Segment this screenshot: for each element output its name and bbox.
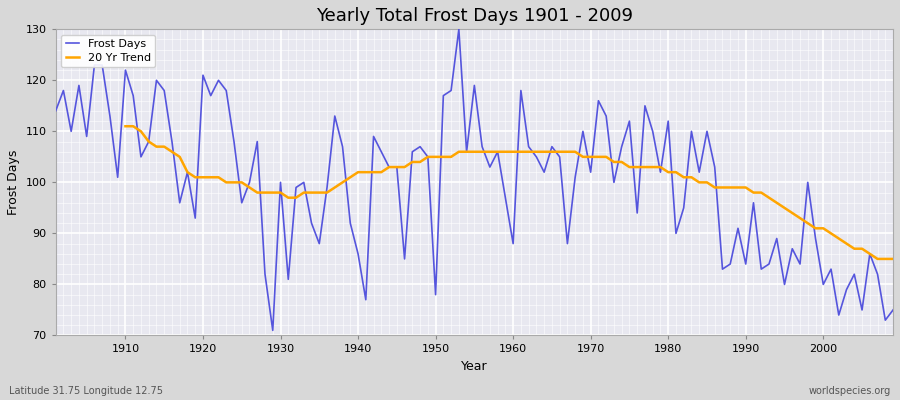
Line: Frost Days: Frost Days: [56, 29, 893, 330]
20 Yr Trend: [120, 124, 130, 129]
20 Yr Trend: [872, 256, 883, 261]
20 Yr Trend: [299, 190, 310, 195]
20 Yr Trend: [578, 154, 589, 159]
Frost Days: [50, 108, 61, 113]
Frost Days: [454, 27, 464, 32]
Frost Days: [112, 175, 123, 180]
Line: 20 Yr Trend: 20 Yr Trend: [125, 126, 893, 259]
Y-axis label: Frost Days: Frost Days: [7, 150, 20, 215]
20 Yr Trend: [267, 190, 278, 195]
Frost Days: [616, 144, 627, 149]
Frost Days: [291, 185, 302, 190]
20 Yr Trend: [516, 149, 526, 154]
Frost Days: [523, 144, 534, 149]
Text: Latitude 31.75 Longitude 12.75: Latitude 31.75 Longitude 12.75: [9, 386, 163, 396]
Title: Yearly Total Frost Days 1901 - 2009: Yearly Total Frost Days 1901 - 2009: [316, 7, 633, 25]
Frost Days: [267, 328, 278, 333]
Frost Days: [887, 308, 898, 312]
Frost Days: [338, 144, 348, 149]
Legend: Frost Days, 20 Yr Trend: Frost Days, 20 Yr Trend: [61, 35, 156, 67]
X-axis label: Year: Year: [461, 360, 488, 373]
Text: worldspecies.org: worldspecies.org: [809, 386, 891, 396]
20 Yr Trend: [887, 256, 898, 261]
20 Yr Trend: [825, 231, 836, 236]
Frost Days: [516, 88, 526, 93]
20 Yr Trend: [849, 246, 859, 251]
